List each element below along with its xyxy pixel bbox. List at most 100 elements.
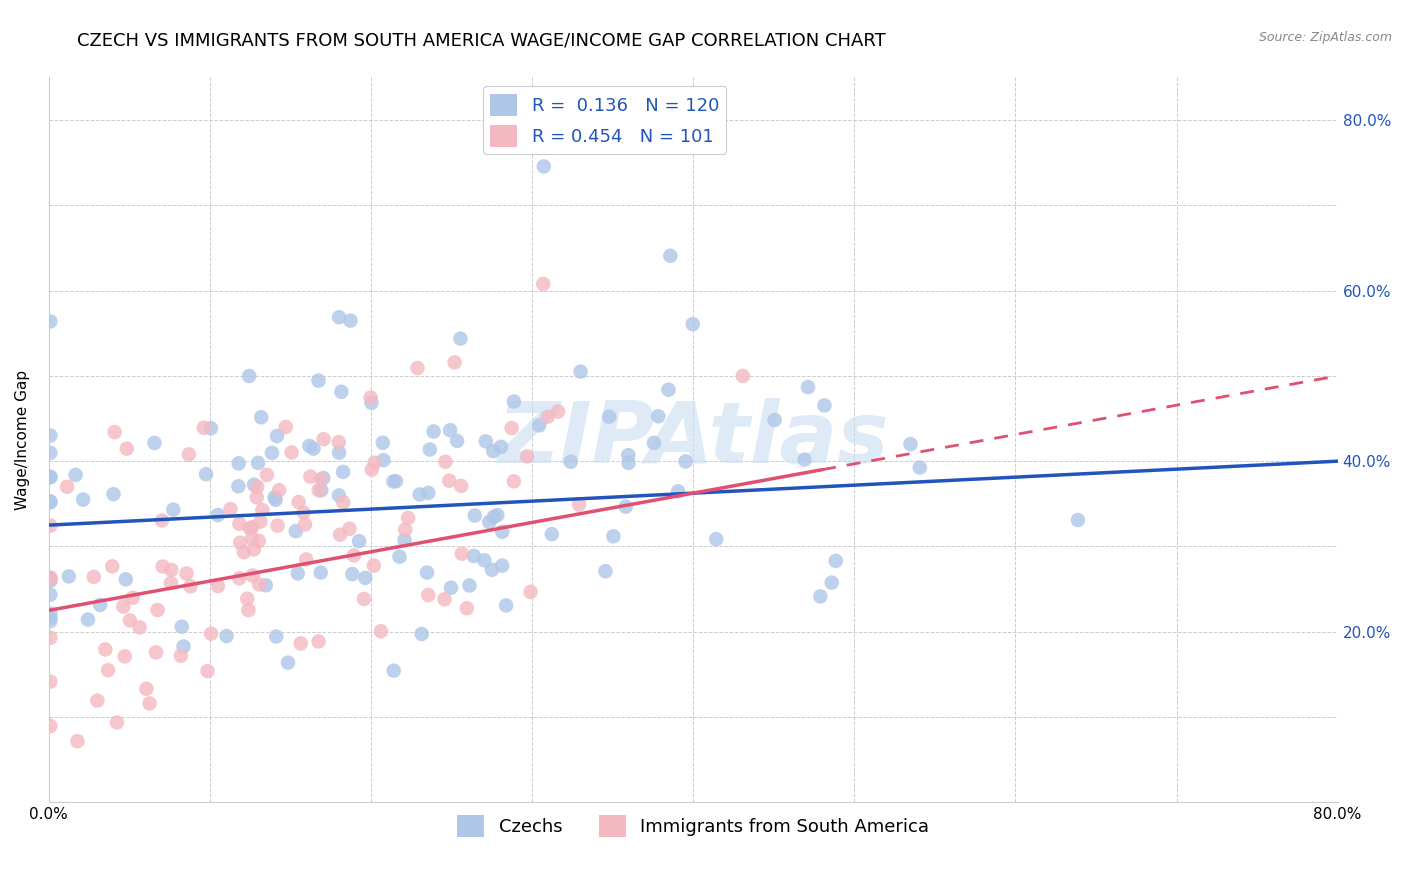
Point xyxy=(449,332,471,346)
Point xyxy=(83,570,105,584)
Point xyxy=(284,524,307,538)
Point xyxy=(418,486,440,500)
Point xyxy=(172,640,194,654)
Point xyxy=(229,535,252,549)
Point xyxy=(39,614,62,628)
Point xyxy=(388,549,411,564)
Point xyxy=(797,380,820,394)
Point xyxy=(66,734,89,748)
Point xyxy=(370,624,392,639)
Point xyxy=(152,559,174,574)
Point xyxy=(294,517,316,532)
Point xyxy=(236,591,259,606)
Point xyxy=(311,483,333,498)
Text: Source: ZipAtlas.com: Source: ZipAtlas.com xyxy=(1258,31,1392,45)
Point xyxy=(547,404,569,418)
Point xyxy=(793,452,815,467)
Point xyxy=(94,642,117,657)
Point xyxy=(617,448,640,462)
Point xyxy=(39,610,62,624)
Point xyxy=(105,715,128,730)
Point xyxy=(332,465,354,479)
Point xyxy=(207,508,229,522)
Point xyxy=(39,571,62,585)
Point xyxy=(540,527,562,541)
Point xyxy=(243,477,266,491)
Point xyxy=(502,394,524,409)
Point xyxy=(900,437,922,451)
Point xyxy=(406,361,429,376)
Point xyxy=(657,383,679,397)
Point xyxy=(360,463,382,477)
Point xyxy=(343,549,366,563)
Point xyxy=(39,314,62,328)
Point xyxy=(39,570,62,584)
Point xyxy=(464,508,486,523)
Point xyxy=(177,447,200,461)
Point xyxy=(463,549,485,563)
Point xyxy=(763,413,786,427)
Point xyxy=(481,563,503,577)
Point xyxy=(360,396,382,410)
Point xyxy=(58,569,80,583)
Point xyxy=(347,534,370,549)
Point xyxy=(354,571,377,585)
Point xyxy=(170,620,193,634)
Point xyxy=(659,249,682,263)
Point xyxy=(394,533,416,547)
Point xyxy=(569,365,592,379)
Point xyxy=(382,664,405,678)
Point xyxy=(247,577,270,591)
Point xyxy=(89,598,111,612)
Point xyxy=(243,542,266,557)
Point xyxy=(219,502,242,516)
Point xyxy=(598,409,620,424)
Point xyxy=(195,467,218,482)
Point xyxy=(329,527,352,541)
Point xyxy=(491,524,513,539)
Point xyxy=(456,601,478,615)
Point xyxy=(39,572,62,586)
Point xyxy=(328,310,350,325)
Point xyxy=(312,432,335,446)
Point xyxy=(135,681,157,696)
Point xyxy=(197,664,219,678)
Point xyxy=(292,506,315,520)
Text: ZIPAtlas: ZIPAtlas xyxy=(498,399,889,482)
Point xyxy=(146,603,169,617)
Point xyxy=(529,418,551,433)
Point xyxy=(439,474,461,488)
Point xyxy=(39,607,62,621)
Point xyxy=(309,566,332,580)
Point xyxy=(266,429,288,443)
Point xyxy=(252,503,274,517)
Point xyxy=(450,479,472,493)
Point xyxy=(242,568,264,582)
Point xyxy=(312,471,335,485)
Point xyxy=(160,563,183,577)
Point xyxy=(537,409,560,424)
Point xyxy=(482,509,505,524)
Point xyxy=(39,574,62,588)
Point xyxy=(246,480,269,494)
Point xyxy=(295,552,318,566)
Point xyxy=(103,487,125,501)
Point xyxy=(482,444,505,458)
Point xyxy=(101,559,124,574)
Point xyxy=(371,435,394,450)
Point xyxy=(308,483,330,498)
Point xyxy=(491,558,513,573)
Point xyxy=(232,545,254,559)
Point xyxy=(342,567,364,582)
Point xyxy=(308,634,330,648)
Point xyxy=(238,368,260,383)
Point xyxy=(112,599,135,614)
Point xyxy=(290,636,312,650)
Point xyxy=(264,492,287,507)
Point xyxy=(416,566,439,580)
Point xyxy=(411,627,433,641)
Point xyxy=(302,442,325,456)
Point xyxy=(704,532,727,546)
Point xyxy=(287,495,309,509)
Point xyxy=(643,436,665,450)
